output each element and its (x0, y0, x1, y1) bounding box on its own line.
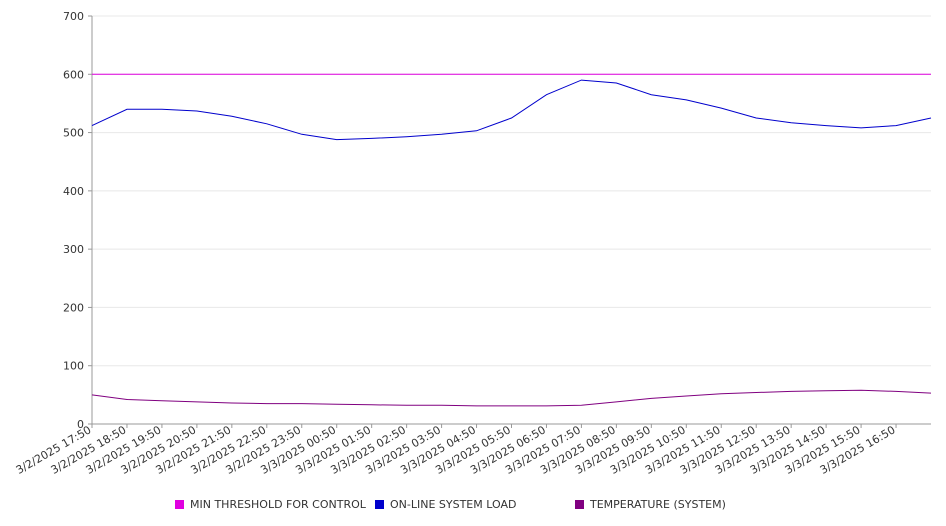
y-tick-label: 700 (63, 10, 84, 23)
legend: MIN THRESHOLD FOR CONTROL ON-LINE SYSTEM… (0, 498, 946, 516)
legend-swatch (575, 500, 584, 509)
gridlines (92, 15, 931, 367)
y-tick-label: 400 (63, 185, 84, 198)
y-tick-label: 300 (63, 243, 84, 256)
series-line-1 (91, 79, 932, 141)
y-tick-label: 100 (63, 360, 84, 373)
legend-item-min-threshold: MIN THRESHOLD FOR CONTROL (175, 498, 366, 511)
y-tick-label: 0 (77, 418, 84, 431)
legend-swatch (175, 500, 184, 509)
legend-label: ON-LINE SYSTEM LOAD (390, 498, 517, 511)
series-lines (91, 73, 932, 407)
legend-label: TEMPERATURE (SYSTEM) (590, 498, 726, 511)
legend-label: MIN THRESHOLD FOR CONTROL (190, 498, 366, 511)
y-tick-label: 600 (63, 68, 84, 81)
y-axis-tick-labels: 0 100 200 300 400 500 600 700 (63, 10, 84, 431)
axes (88, 15, 931, 428)
legend-item-online-system-load: ON-LINE SYSTEM LOAD (375, 498, 516, 511)
legend-swatch (375, 500, 384, 509)
series-line-2 (91, 389, 932, 407)
x-axis-tick-labels: 3/2/2025 17:503/2/2025 18:503/2/2025 19:… (14, 423, 898, 477)
legend-item-temperature: TEMPERATURE (SYSTEM) (575, 498, 726, 511)
y-tick-label: 200 (63, 301, 84, 314)
y-tick-label: 500 (63, 127, 84, 140)
